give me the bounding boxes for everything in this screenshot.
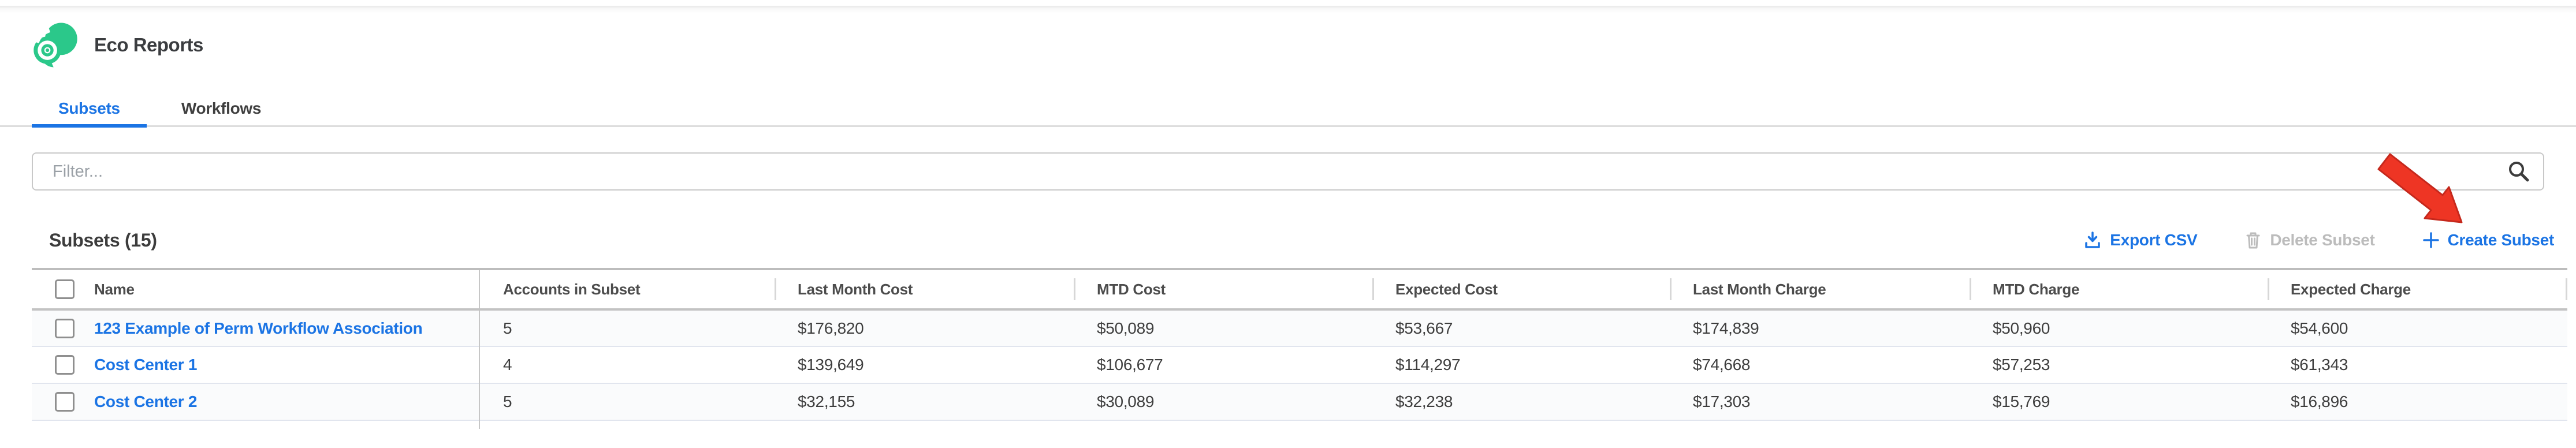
delete-subset-button[interactable]: Delete Subset <box>2244 230 2375 250</box>
search-icon[interactable] <box>2507 160 2530 183</box>
cell-last-month-charge: $74,668 <box>1693 356 1751 374</box>
cell-mtd-charge: $15,769 <box>1970 383 2268 420</box>
create-subset-label: Create Subset <box>2447 231 2555 249</box>
export-csv-button[interactable]: Export CSV <box>2083 230 2198 250</box>
tab-subsets[interactable]: Subsets <box>32 92 147 128</box>
header-mtd-cost: MTD Cost <box>1074 269 1372 311</box>
row-checkbox[interactable] <box>55 355 75 375</box>
tab-subsets-label: Subsets <box>58 99 120 117</box>
cell-expected-cost: $114,297 <box>1395 356 1461 374</box>
frozen-column-border <box>479 421 480 429</box>
cell-mtd-charge: $50,960 <box>1970 309 2268 346</box>
cell-last-month-cost: $32,155 <box>775 383 1074 420</box>
eco-logo-icon <box>32 23 77 68</box>
header-last-month-cost: Last Month Cost <box>775 269 1074 311</box>
header-expected-cost: Expected Cost <box>1372 269 1670 311</box>
subset-name-link[interactable]: Cost Center 1 <box>94 356 198 374</box>
cell-expected-cost: $53,667 <box>1372 309 1670 346</box>
header-mtd-charge: MTD Charge <box>1970 269 2268 311</box>
cell-expected-charge: $61,343 <box>2291 356 2348 374</box>
tab-bar: Subsets Workflows <box>0 92 2576 128</box>
cell-last-month-cost: $139,649 <box>798 356 864 374</box>
filter-bar <box>32 152 2544 191</box>
export-csv-label: Export CSV <box>2110 231 2198 249</box>
create-subset-button[interactable]: Create Subset <box>2422 231 2554 249</box>
header-last-month-charge: Last Month Charge <box>1670 269 1970 311</box>
page-title: Eco Reports <box>94 34 203 55</box>
header-expected-charge: Expected Charge <box>2268 269 2567 311</box>
header-name: Name <box>32 269 480 311</box>
row-checkbox[interactable] <box>55 318 75 338</box>
trash-icon <box>2246 232 2260 249</box>
table-header-row: Name Accounts in Subset Last Month Cost … <box>32 269 2567 311</box>
cell-mtd-cost: $106,677 <box>1097 356 1163 374</box>
header-accounts-in-subset: Accounts in Subset <box>479 269 775 311</box>
tab-workflows[interactable]: Workflows <box>155 92 288 125</box>
cell-accounts: 5 <box>479 383 775 420</box>
cell-accounts: 5 <box>479 309 775 346</box>
toolbar-actions: Export CSV Delete Subset Create Subset <box>2083 230 2554 250</box>
header-name-label: Name <box>94 280 135 298</box>
table-row: Cost Center 2 5 $32,155 $30,089 $32,238 … <box>32 383 2567 420</box>
subsets-toolbar: Subsets (15) Export CSV Delete Subset <box>49 226 2554 254</box>
filter-input[interactable] <box>32 152 2544 191</box>
subset-name-link[interactable]: Cost Center 2 <box>94 393 198 410</box>
cell-mtd-charge: $57,253 <box>1993 356 2050 374</box>
cell-expected-cost: $32,238 <box>1372 383 1670 420</box>
app-header: Eco Reports <box>0 13 2576 69</box>
cell-mtd-cost: $50,089 <box>1074 309 1372 346</box>
cell-expected-charge: $16,896 <box>2268 383 2567 420</box>
cell-mtd-cost: $30,089 <box>1074 383 1372 420</box>
download-icon <box>2085 232 2101 248</box>
subsets-table: Name Accounts in Subset Last Month Cost … <box>32 268 2567 421</box>
cell-last-month-charge: $174,839 <box>1670 309 1970 346</box>
cell-last-month-cost: $176,820 <box>775 309 1074 346</box>
table-row: Cost Center 1 4 $139,649 $106,677 $114,2… <box>32 346 2567 383</box>
cell-accounts: 4 <box>503 356 512 374</box>
table-row: 123 Example of Perm Workflow Association… <box>32 309 2567 346</box>
top-divider <box>0 0 2576 6</box>
subset-name-link[interactable]: 123 Example of Perm Workflow Association <box>94 319 423 337</box>
select-all-checkbox[interactable] <box>55 279 75 299</box>
tab-workflows-label: Workflows <box>181 99 262 117</box>
subsets-table-wrap: Name Accounts in Subset Last Month Cost … <box>32 268 2567 429</box>
subsets-count-heading: Subsets (15) <box>49 229 157 251</box>
cell-expected-charge: $54,600 <box>2268 309 2567 346</box>
top-divider-line <box>0 6 2576 8</box>
row-checkbox[interactable] <box>55 392 75 412</box>
delete-subset-label: Delete Subset <box>2270 231 2375 249</box>
plus-icon <box>2422 232 2439 248</box>
cell-last-month-charge: $17,303 <box>1670 383 1970 420</box>
top-divider-fade <box>0 8 2576 13</box>
